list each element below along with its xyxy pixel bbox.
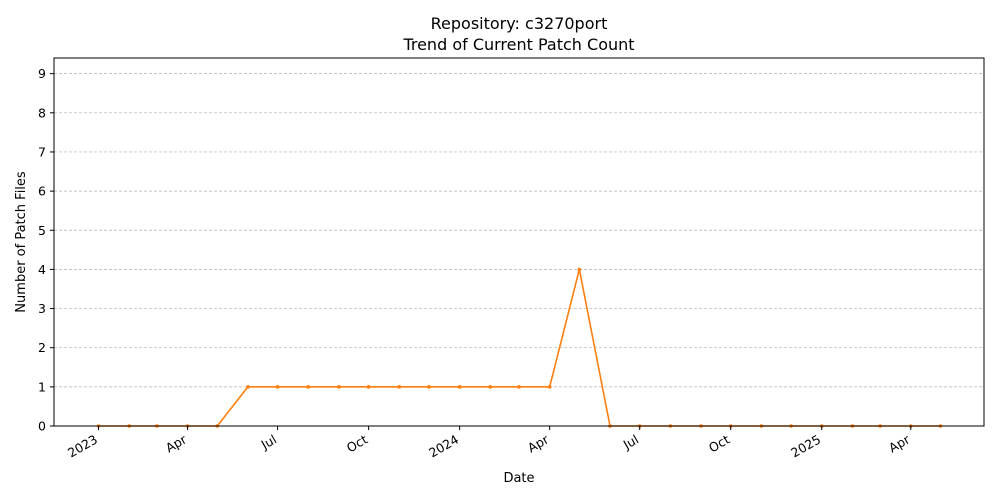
x-tick-label: Jul [258, 432, 279, 453]
y-tick-label: 1 [38, 379, 46, 394]
data-point [457, 385, 462, 389]
x-tick-label: 2024 [426, 432, 461, 461]
chart-subtitle: Trend of Current Patch Count [402, 35, 634, 54]
x-axis-ticks: 2023 Apr Jul Oct 2024 Apr Jul Oct 2025 Apr [65, 426, 913, 461]
y-tick-label: 0 [38, 419, 46, 434]
data-point [306, 385, 311, 389]
x-tick-label: Jul [620, 432, 641, 453]
data-point [427, 385, 431, 389]
x-axis-label: Date [503, 471, 534, 486]
x-tick-label: Apr [525, 431, 552, 455]
y-tick-label: 4 [38, 262, 46, 277]
x-tick-label: Oct [706, 432, 732, 456]
y-axis-ticks: 0 1 2 3 4 5 6 7 8 9 [38, 66, 54, 434]
x-tick-label: Apr [163, 431, 190, 455]
y-axis-label: Number of Patch Files [14, 171, 29, 313]
data-point [517, 385, 521, 389]
data-point [275, 385, 280, 389]
x-tick-label: 2025 [788, 432, 823, 461]
y-tick-label: 2 [38, 340, 46, 355]
data-point [366, 385, 371, 389]
x-tick-label: 2023 [65, 432, 100, 461]
chart-title: Repository: c3270port [431, 14, 608, 33]
plot-frame [53, 57, 985, 427]
y-tick-label: 7 [38, 144, 46, 159]
y-tick-label: 6 [38, 184, 46, 199]
y-tick-label: 9 [38, 66, 46, 81]
y-tick-label: 3 [38, 301, 46, 316]
data-point [246, 385, 250, 389]
x-tick-label: Oct [344, 432, 370, 456]
y-tick-label: 8 [38, 105, 46, 120]
data-point [577, 267, 582, 272]
x-tick-label: Apr [886, 431, 913, 455]
data-point [488, 385, 493, 389]
data-point [337, 385, 341, 389]
y-tick-label: 5 [38, 223, 46, 238]
data-point [547, 385, 552, 389]
data-point [397, 385, 402, 389]
y-gridlines [54, 73, 984, 388]
